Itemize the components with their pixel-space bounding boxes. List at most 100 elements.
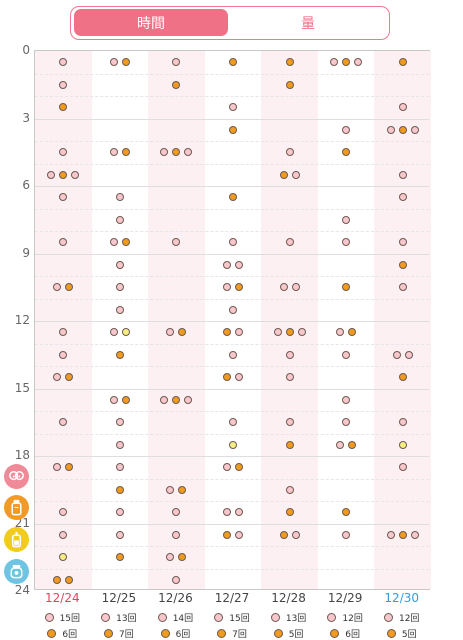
feeding-dot[interactable] [59, 193, 68, 202]
day-date-label[interactable]: 12/30 [384, 591, 420, 605]
feeding-dot[interactable] [59, 58, 68, 67]
feeding-dot[interactable] [398, 373, 407, 382]
feeding-dot[interactable] [291, 283, 300, 292]
feeding-dot[interactable] [398, 260, 407, 269]
feeding-dot[interactable] [336, 440, 345, 449]
feeding-dot[interactable] [223, 463, 231, 472]
feeding-dot[interactable] [398, 103, 407, 112]
feeding-dot[interactable] [398, 193, 407, 202]
feeding-dot[interactable] [223, 260, 231, 269]
feeding-dot[interactable] [285, 508, 294, 517]
feeding-dot[interactable] [398, 418, 407, 427]
feeding-dot[interactable] [65, 575, 74, 584]
feeding-dot[interactable] [285, 80, 294, 89]
feeding-dot[interactable] [285, 148, 294, 157]
feeding-dot[interactable] [172, 148, 181, 157]
feeding-dot[interactable] [160, 148, 169, 157]
feeding-dot[interactable] [285, 58, 294, 67]
feeding-dot[interactable] [398, 58, 407, 67]
feeding-dot[interactable] [223, 373, 231, 382]
feeding-dot[interactable] [47, 170, 56, 179]
feeding-dot[interactable] [398, 125, 407, 134]
feeding-dot[interactable] [342, 418, 351, 427]
feeding-dot[interactable] [109, 148, 118, 157]
feeding-dot[interactable] [223, 328, 231, 337]
feeding-dot[interactable] [235, 508, 243, 517]
feeding-dot[interactable] [410, 125, 419, 134]
feeding-dot[interactable] [59, 530, 68, 539]
feeding-dot[interactable] [172, 395, 181, 404]
day-date-label[interactable]: 12/27 [214, 591, 250, 605]
feeding-dot[interactable] [285, 373, 294, 382]
feeding-dot[interactable] [285, 328, 294, 337]
feeding-dot[interactable] [65, 463, 74, 472]
feeding-dot[interactable] [342, 283, 351, 292]
feeding-dot[interactable] [65, 283, 74, 292]
feeding-dot[interactable] [229, 193, 237, 202]
feeding-dot[interactable] [166, 485, 175, 494]
feeding-dot[interactable] [291, 530, 300, 539]
feeding-dot[interactable] [172, 238, 181, 247]
feeding-dot[interactable] [229, 238, 237, 247]
feeding-dot[interactable] [178, 553, 187, 562]
feeding-dot[interactable] [53, 575, 62, 584]
feeding-dot[interactable] [348, 440, 357, 449]
feeding-dot[interactable] [223, 530, 231, 539]
feeding-dot[interactable] [121, 395, 130, 404]
feeding-dot[interactable] [285, 485, 294, 494]
feeding-dot[interactable] [342, 58, 351, 67]
feeding-dot[interactable] [285, 350, 294, 359]
feeding-dot[interactable] [121, 148, 130, 157]
tab-amount[interactable]: 量 [301, 15, 315, 32]
feeding-dot[interactable] [59, 170, 68, 179]
feeding-dot[interactable] [109, 238, 118, 247]
feeding-dot[interactable] [354, 58, 363, 67]
feeding-dot[interactable] [121, 58, 130, 67]
feeding-dot[interactable] [172, 58, 181, 67]
feeding-dot[interactable] [336, 328, 345, 337]
feeding-dot[interactable] [235, 463, 243, 472]
feeding-dot[interactable] [59, 350, 68, 359]
feeding-dot[interactable] [59, 508, 68, 517]
feeding-dot[interactable] [410, 530, 419, 539]
pumped-milk-bottle-icon[interactable] [4, 495, 29, 520]
formula-bottle-icon[interactable] [4, 527, 29, 552]
feeding-dot[interactable] [115, 485, 124, 494]
feeding-dot[interactable] [166, 553, 175, 562]
feeding-dot[interactable] [342, 530, 351, 539]
feeding-dot[interactable] [235, 328, 243, 337]
feeding-dot[interactable] [279, 530, 288, 539]
feeding-dot[interactable] [71, 170, 80, 179]
feeding-dot[interactable] [285, 418, 294, 427]
feeding-dot[interactable] [398, 440, 407, 449]
feeding-dot[interactable] [115, 508, 124, 517]
feeding-dot[interactable] [279, 283, 288, 292]
feeding-dot[interactable] [59, 553, 68, 562]
feeding-dot[interactable] [342, 125, 351, 134]
feeding-dot[interactable] [53, 283, 62, 292]
feeding-dot[interactable] [229, 350, 237, 359]
feeding-dot[interactable] [342, 508, 351, 517]
feeding-dot[interactable] [172, 530, 181, 539]
feeding-dot[interactable] [166, 328, 175, 337]
feeding-dot[interactable] [115, 530, 124, 539]
feeding-dot[interactable] [172, 508, 181, 517]
feeding-dot[interactable] [115, 283, 124, 292]
feeding-dot[interactable] [404, 350, 413, 359]
tab-time[interactable]: 時間 [74, 9, 228, 36]
feeding-dot[interactable] [172, 80, 181, 89]
feeding-dot[interactable] [115, 305, 124, 314]
feeding-dot[interactable] [273, 328, 282, 337]
feeding-dot[interactable] [279, 170, 288, 179]
feeding-dot[interactable] [342, 148, 351, 157]
day-date-label[interactable]: 12/29 [327, 591, 363, 605]
feeding-dot[interactable] [386, 530, 395, 539]
feeding-dot[interactable] [115, 193, 124, 202]
feeding-dot[interactable] [330, 58, 339, 67]
feeding-dot[interactable] [59, 103, 68, 112]
feeding-dot[interactable] [235, 373, 243, 382]
feeding-dot[interactable] [115, 440, 124, 449]
day-date-label[interactable]: 12/26 [158, 591, 193, 605]
feeding-dot[interactable] [53, 373, 62, 382]
feeding-dot[interactable] [109, 328, 118, 337]
